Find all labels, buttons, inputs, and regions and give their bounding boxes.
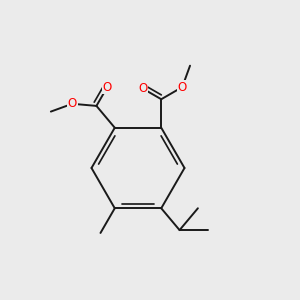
Text: O: O xyxy=(68,97,77,110)
Text: O: O xyxy=(178,81,187,94)
Text: O: O xyxy=(103,81,112,94)
Text: O: O xyxy=(138,82,147,95)
